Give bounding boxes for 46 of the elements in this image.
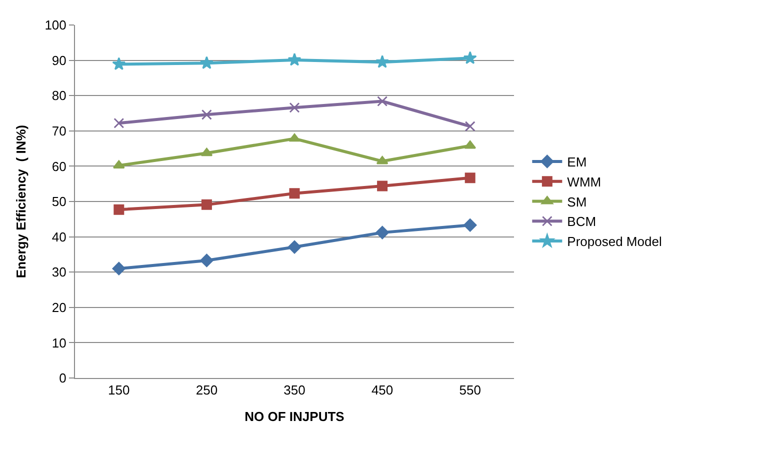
y-tick-label: 70 bbox=[52, 123, 66, 138]
point bbox=[112, 262, 126, 276]
point bbox=[376, 226, 389, 240]
point bbox=[289, 102, 300, 113]
point bbox=[464, 172, 476, 184]
x-tick-label: 350 bbox=[284, 382, 306, 398]
legend-label: EM bbox=[567, 154, 587, 170]
point bbox=[201, 199, 212, 210]
point bbox=[464, 121, 476, 132]
point bbox=[114, 118, 124, 128]
legend-label: Proposed Model bbox=[567, 234, 662, 250]
point bbox=[288, 240, 302, 254]
x-tick-label: 550 bbox=[459, 382, 481, 398]
y-tick-label: 40 bbox=[52, 229, 66, 244]
point bbox=[200, 254, 214, 268]
point bbox=[200, 56, 214, 69]
x-tick-label: 450 bbox=[371, 382, 394, 398]
y-axis-title: Energy Efficiency ( IN%) bbox=[14, 124, 29, 278]
point bbox=[377, 180, 388, 192]
legend-label: WMM bbox=[567, 174, 602, 190]
point bbox=[112, 57, 126, 70]
point bbox=[200, 148, 213, 156]
y-tick-label: 30 bbox=[52, 264, 66, 280]
y-tick-label: 80 bbox=[52, 88, 66, 104]
y-tick-label: 100 bbox=[44, 18, 66, 33]
x-tick-label: 250 bbox=[196, 382, 218, 398]
y-tick-label: 90 bbox=[52, 52, 66, 68]
x-tick-label: 150 bbox=[108, 382, 130, 398]
legend-label: BCM bbox=[567, 214, 596, 230]
y-tick-label: 20 bbox=[52, 300, 66, 315]
point bbox=[464, 218, 477, 232]
y-tick-label: 60 bbox=[52, 158, 66, 174]
point bbox=[464, 140, 476, 149]
point bbox=[288, 133, 300, 142]
y-tick-label: 10 bbox=[52, 335, 66, 350]
point bbox=[201, 109, 212, 120]
legend-label: SM bbox=[567, 194, 587, 210]
point bbox=[463, 51, 477, 64]
y-tick-label: 50 bbox=[52, 194, 66, 210]
point bbox=[288, 52, 302, 66]
x-axis-title: NO OF INJPUTS bbox=[244, 409, 345, 424]
point bbox=[114, 204, 124, 215]
point bbox=[376, 55, 390, 68]
y-tick-label: 0 bbox=[59, 370, 66, 386]
point bbox=[289, 188, 300, 199]
point bbox=[377, 96, 388, 106]
